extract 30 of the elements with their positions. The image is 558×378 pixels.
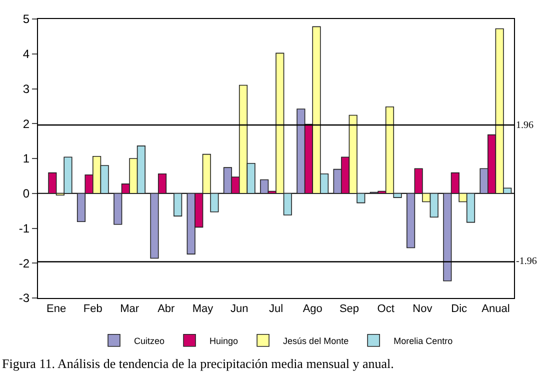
x-tick-label: Anual xyxy=(482,303,510,316)
ref-line-label: -1.96 xyxy=(516,256,537,267)
x-tick-label: Ago xyxy=(302,303,322,316)
y-tick-label: -2 xyxy=(18,256,30,270)
ref-line-label: 1.96 xyxy=(516,120,534,131)
y-tick-label: 0 xyxy=(22,186,30,201)
x-tick-label: May xyxy=(192,303,214,316)
x-tick-label: Sep xyxy=(339,303,360,316)
text: Figura 11. Análisis de tendencia de la precipitación media mensual y anual. xyxy=(2,356,394,371)
y-tick-label: 3 xyxy=(22,82,30,96)
bar xyxy=(174,192,182,216)
legend-label: Morelia Centro xyxy=(394,336,453,346)
legend-label: Huingo xyxy=(210,336,238,346)
x-tick-label: Dic xyxy=(451,303,468,316)
x-tick-label: Oct xyxy=(377,303,394,316)
x-tick-label: Ene xyxy=(46,303,66,316)
y-tick-label: 5 xyxy=(22,12,30,26)
x-tick-label: Abr xyxy=(158,303,176,316)
legend-label: Cuitzeo xyxy=(134,336,165,346)
x-tick-label: Jul xyxy=(268,303,284,316)
y-tick-label: -1 xyxy=(18,221,30,236)
legend-label: Jesús del Monte xyxy=(283,336,349,346)
y-tick-label: -3 xyxy=(18,291,30,306)
y-tick-label: 4 xyxy=(22,47,30,62)
x-tick-label: Mar xyxy=(120,303,140,316)
y-tick-label: 1 xyxy=(22,152,30,166)
x-tick-label: Feb xyxy=(83,303,102,316)
y-tick-label: 2 xyxy=(22,116,30,131)
x-tick-label: Jun xyxy=(230,303,248,316)
x-tick-label: Nov xyxy=(412,303,433,316)
